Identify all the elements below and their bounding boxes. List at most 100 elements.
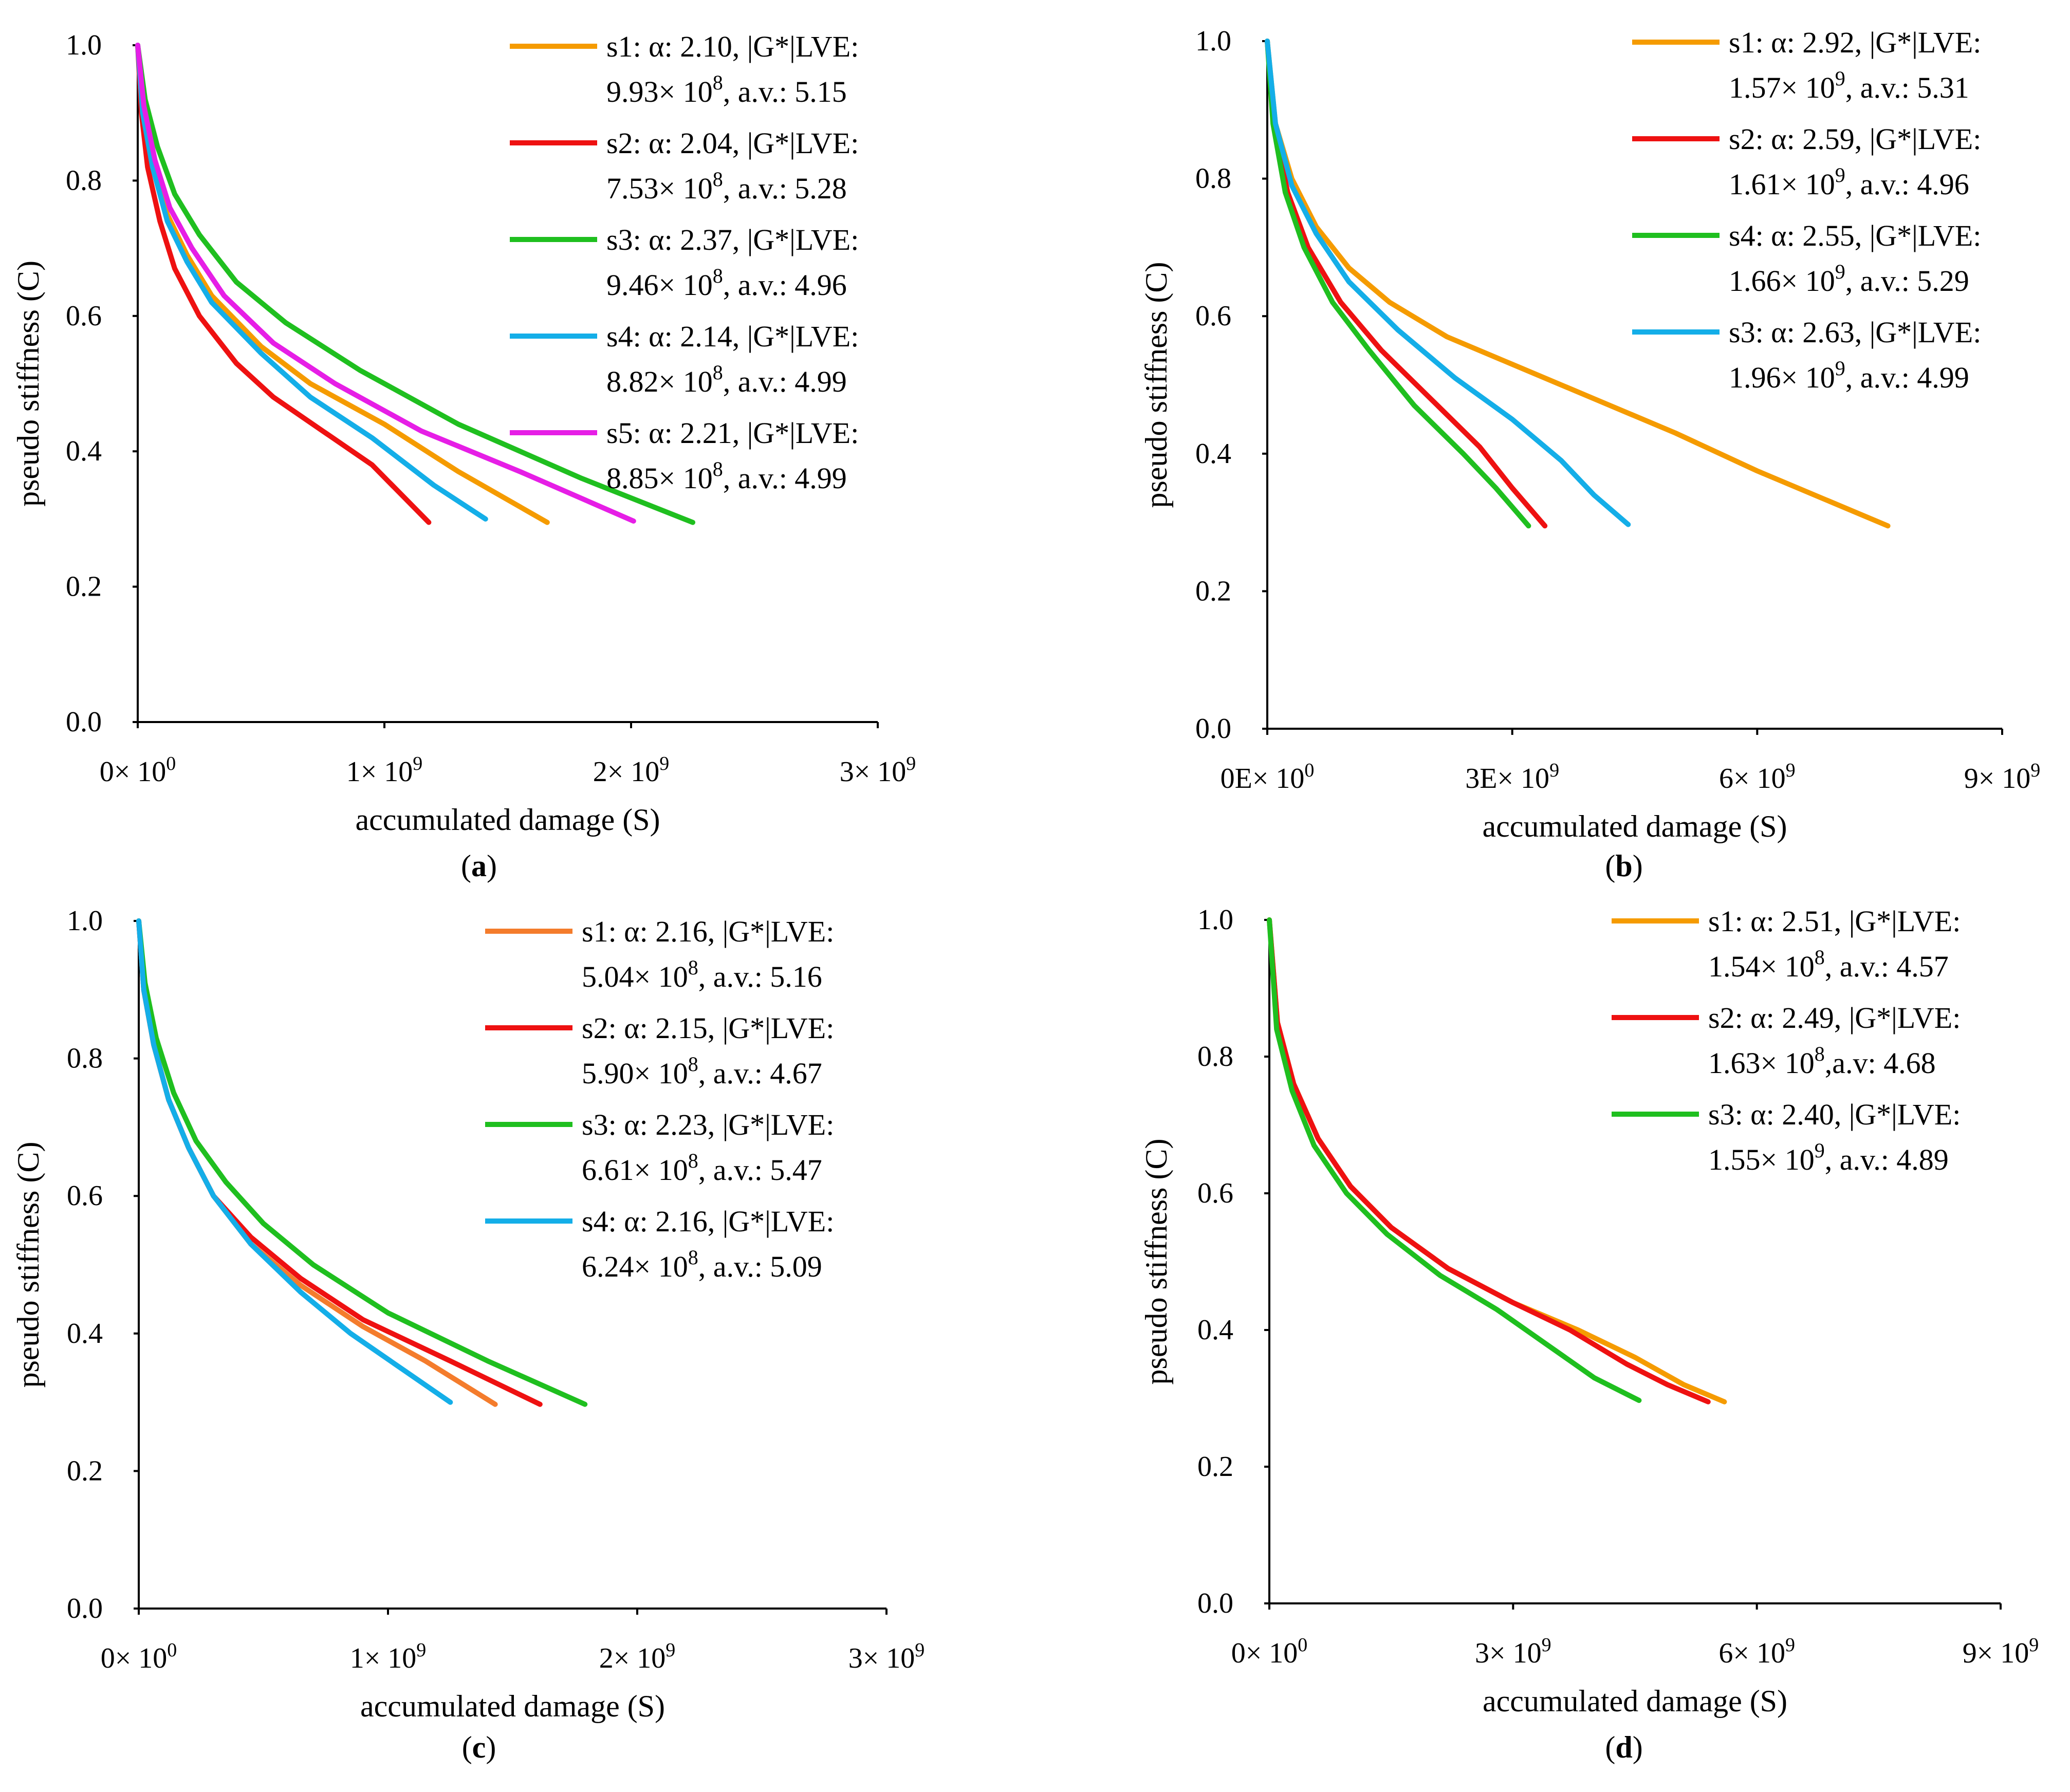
legend-line1: s4: α: 2.14, |G*|LVE:	[606, 320, 859, 353]
legend-line2: 5.04× 108, a.v.: 5.16	[582, 956, 822, 993]
legend-exponent: 9	[1835, 260, 1845, 283]
legend-times: × 10	[634, 1153, 688, 1187]
x-tick-label-times: × 10	[115, 1642, 168, 1674]
legend-mantissa: 1.66	[1729, 264, 1781, 298]
x-tick-label-mantissa: 1	[346, 756, 361, 788]
legend-exponent: 9	[1815, 1139, 1825, 1162]
legend-tail: , a.v.: 4.89	[1825, 1143, 1949, 1176]
x-tick-label-times: × 10	[1497, 763, 1549, 795]
legend-mantissa: 1.63	[1708, 1046, 1761, 1080]
panel-label-letter: a	[471, 849, 487, 883]
legend-line1: s4: α: 2.55, |G*|LVE:	[1729, 219, 1981, 252]
legend-times: × 10	[1781, 168, 1835, 201]
x-tick-label-times: × 10	[364, 1642, 417, 1674]
legend-times: × 10	[1781, 361, 1835, 394]
legend-exponent: 8	[713, 168, 723, 191]
legend-tail: ,a.v: 4.68	[1825, 1046, 1936, 1080]
y-tick-label: 0.4	[66, 435, 102, 467]
y-tick-label: 0.6	[67, 1180, 103, 1212]
panel-label-open: (	[1605, 849, 1615, 883]
x-tick-label: 6× 109	[1718, 1634, 1795, 1669]
panel-label: (d)	[1605, 1730, 1642, 1764]
x-axis-label: accumulated damage (S)	[360, 1689, 665, 1723]
x-tick-label-exponent: 9	[2029, 1634, 2039, 1656]
panel-label-letter: c	[472, 1730, 486, 1764]
legend-item-s4: s4: α: 2.16, |G*|LVE: 6.24× 108, a.v.: 5.…	[485, 1205, 834, 1283]
x-tick-label-times: × 10	[607, 756, 660, 788]
legend-exponent: 8	[688, 1052, 698, 1076]
panel-label-letter: d	[1615, 1730, 1632, 1764]
legend: s1: α: 2.16, |G*|LVE:5.04× 108, a.v.: 5.…	[485, 915, 834, 1283]
chart-panel-c: 0.00.20.40.60.81.00× 100 1× 109 2× 109 3× 1…	[11, 905, 925, 1764]
panel-label-close: )	[1633, 1730, 1643, 1764]
y-tick-label: 0.2	[66, 571, 102, 603]
legend-line1: s4: α: 2.16, |G*|LVE:	[582, 1205, 834, 1238]
legend-tail: , a.v.: 4.99	[723, 461, 847, 495]
legend-mantissa: 1.61	[1729, 168, 1781, 201]
legend-exponent: 9	[1835, 163, 1845, 187]
x-tick-label: 0× 100	[100, 753, 176, 788]
y-tick-label: 0.6	[66, 300, 102, 332]
y-axis-label: pseudo stiffness (C)	[1139, 1139, 1173, 1385]
legend-line1: s3: α: 2.40, |G*|LVE:	[1708, 1098, 1961, 1131]
legend-line2: 1.96× 109, a.v.: 4.99	[1729, 357, 1969, 394]
series-line-s1	[136, 918, 498, 1407]
x-tick-label-times: × 10	[1733, 763, 1786, 795]
series-line-s3	[136, 918, 588, 1407]
y-axis-label: pseudo stiffness (C)	[11, 1142, 45, 1388]
x-tick-label-mantissa: 0	[101, 1642, 115, 1674]
legend-times: × 10	[659, 172, 713, 205]
panel-label: (a)	[461, 849, 497, 883]
legend-tail: , a.v.: 4.99	[1845, 361, 1969, 394]
x-tick-label-exponent: 9	[1549, 760, 1559, 781]
x-tick-label-mantissa: 3	[1475, 1637, 1489, 1669]
panel-label: (b)	[1605, 849, 1642, 883]
legend-item-s3: s3: α: 2.63, |G*|LVE: 1.96× 109, a.v.: 4.…	[1632, 316, 1981, 394]
legend-times: × 10	[634, 1057, 688, 1090]
legend-line1: s1: α: 2.10, |G*|LVE:	[606, 30, 859, 63]
legend-line2: 1.55× 109, a.v.: 4.89	[1708, 1139, 1949, 1176]
chart-panel-b: 0.00.20.40.60.81.00E× 100 3E× 109 6× 109 9×…	[1139, 25, 2040, 883]
legend-tail: , a.v.: 4.96	[723, 268, 847, 302]
y-tick-label: 0.6	[1197, 1177, 1233, 1209]
legend-mantissa: 9.93	[606, 75, 659, 108]
x-tick-label-exponent: 9	[1785, 1634, 1795, 1656]
legend-line2: 1.57× 109, a.v.: 5.31	[1729, 67, 1969, 104]
legend-mantissa: 1.57	[1729, 71, 1781, 104]
y-tick-label: 1.0	[66, 29, 102, 61]
x-tick-label: 3× 109	[840, 753, 916, 788]
legend-line1: s3: α: 2.37, |G*|LVE:	[606, 223, 859, 256]
y-tick-label: 1.0	[1197, 904, 1233, 936]
y-tick-label: 0.4	[1197, 1314, 1233, 1346]
series-line-s3	[1267, 917, 1642, 1403]
legend-mantissa: 8.82	[606, 365, 659, 398]
x-tick-label-exponent: 9	[1786, 760, 1796, 781]
panel-label-close: )	[487, 849, 497, 883]
legend-exponent: 9	[1835, 357, 1845, 380]
y-tick-label: 0.8	[1197, 1041, 1233, 1073]
x-tick-label-times: × 10	[114, 756, 167, 788]
legend-line2: 9.93× 108, a.v.: 5.15	[606, 71, 847, 108]
legend-mantissa: 6.24	[582, 1250, 634, 1283]
legend-line2: 1.63× 108,a.v: 4.68	[1708, 1042, 1936, 1080]
series-line-s2	[1267, 917, 1711, 1405]
legend-line2: 5.90× 108, a.v.: 4.67	[582, 1052, 822, 1090]
y-tick-label: 0.8	[67, 1043, 103, 1075]
x-tick-label-mantissa: 0	[100, 756, 114, 788]
legend-tail: , a.v.: 4.67	[698, 1057, 822, 1090]
legend-tail: , a.v.: 4.57	[1825, 950, 1949, 983]
x-axis-label: accumulated damage (S)	[355, 803, 660, 837]
legend-times: × 10	[659, 365, 713, 398]
series-line-s4	[1265, 39, 1531, 529]
legend-exponent: 8	[1815, 946, 1825, 969]
x-axis-label: accumulated damage (S)	[1482, 809, 1787, 843]
legend-exponent: 8	[713, 457, 723, 481]
x-tick-label-mantissa: 9	[1963, 1637, 1977, 1669]
x-tick-label-exponent: 9	[915, 1639, 925, 1661]
legend-exponent: 8	[688, 956, 698, 979]
x-tick-label-mantissa: 6	[1719, 763, 1733, 795]
legend-item-s2: s2: α: 2.49, |G*|LVE: 1.63× 108,a.v: 4.68	[1612, 1001, 1961, 1080]
legend-line1: s1: α: 2.92, |G*|LVE:	[1729, 26, 1981, 59]
x-axis-label: accumulated damage (S)	[1483, 1684, 1787, 1718]
series-line-s4	[135, 43, 488, 522]
